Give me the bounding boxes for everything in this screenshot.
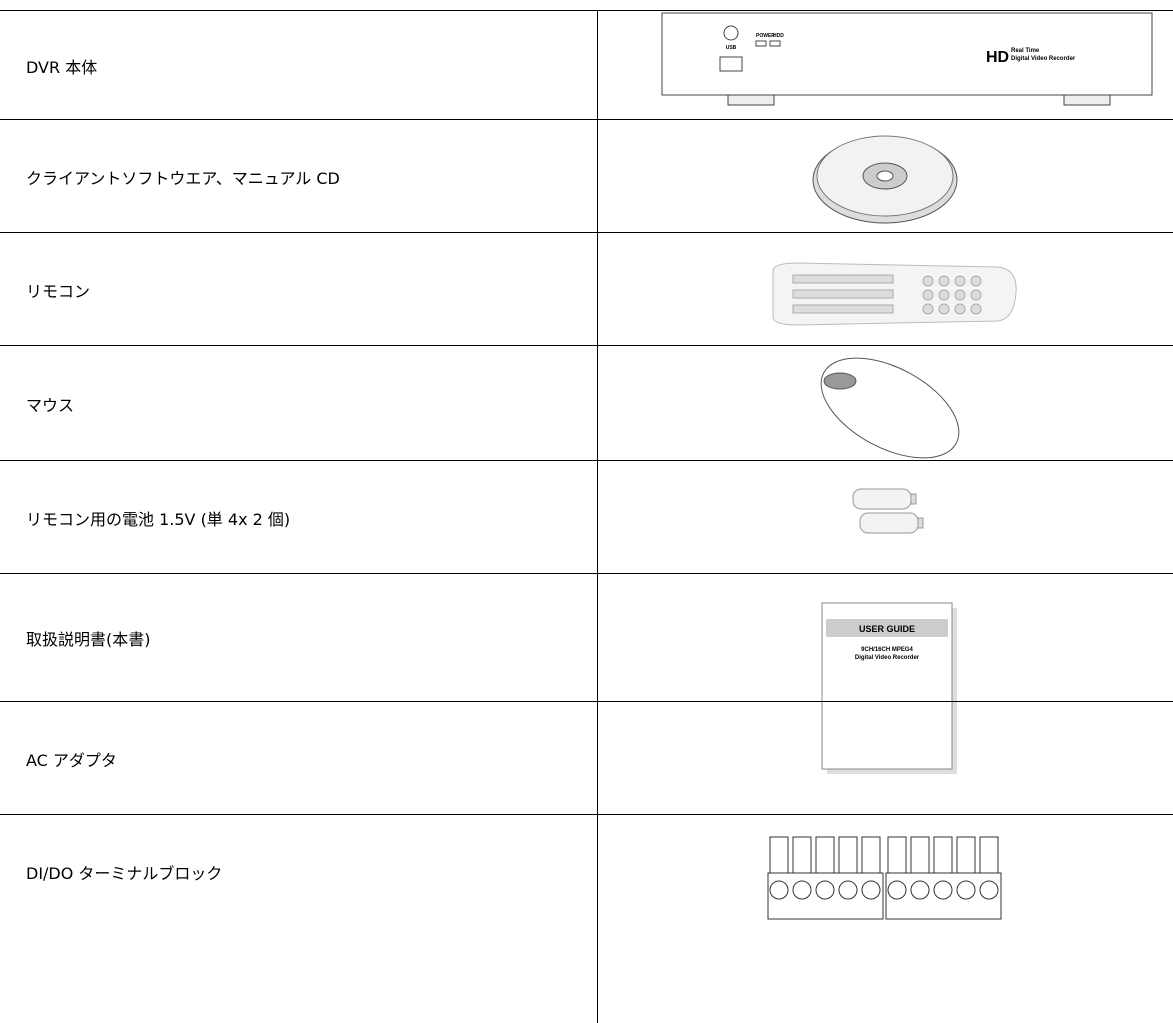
item-label: DVR 本体 (26, 57, 98, 77)
dvr-text: HD (986, 49, 1009, 66)
row: リモコン用の電池 1.5V (単 4x 2 個) (0, 460, 1173, 574)
dvr-text: Real Time (1011, 48, 1040, 54)
remote-buttons (792, 274, 982, 315)
mouse (820, 357, 960, 459)
row: マウス (0, 345, 1173, 461)
item-label: クライアントソフトウエア、マニュアル CD (26, 168, 340, 188)
manual-title: USER GUIDE (859, 624, 915, 634)
dvr-text: HDD (773, 33, 784, 39)
dvr-text: Digital Video Recorder (1011, 56, 1076, 62)
dvr-image: USB POWER HDD HD Real Time Digital Video… (661, 12, 1153, 106)
terminal-block (767, 836, 1002, 920)
manual-text: 9CH/16CH MPEG4 (861, 647, 913, 653)
mouse-image (820, 357, 960, 459)
cd-hole (876, 170, 894, 182)
column-divider (597, 10, 598, 1023)
row: DI/DO ターミナルブロック (0, 814, 1173, 929)
row: リモコン (0, 232, 1173, 346)
manual-text: Digital Video Recorder (855, 655, 920, 661)
item-label: マウス (26, 395, 75, 415)
dvr-usb (719, 56, 743, 72)
item-label: 取扱説明書(本書) (26, 630, 151, 649)
dvr-foot (727, 94, 775, 106)
battery-tip (910, 493, 917, 505)
terminal-image (767, 836, 1002, 920)
battery (852, 488, 912, 510)
item-label: DI/DO ターミナルブロック (26, 864, 223, 883)
item-label: AC アダプタ (26, 750, 117, 770)
dvr-foot (1063, 94, 1111, 106)
row: DVR 本体 USB POWER HDD HD Real Time Digita… (0, 10, 1173, 120)
dvr-text: USB (726, 45, 737, 51)
row: AC アダプタ (0, 701, 1173, 815)
row: クライアントソフトウエア、マニュアル CD (0, 119, 1173, 233)
dvr-text: POWER (756, 33, 775, 39)
dvr-led (755, 40, 767, 47)
battery-image (852, 488, 924, 534)
item-label: リモコン (26, 281, 91, 301)
cd-image (812, 135, 958, 224)
item-label: リモコン用の電池 1.5V (単 4x 2 個) (26, 509, 291, 529)
dvr-led (769, 40, 781, 47)
manual-image: USER GUIDE 9CH/16CH MPEG4 Digital Video … (821, 602, 957, 774)
manual-band (826, 619, 948, 637)
mouse-wheel (823, 372, 857, 390)
battery (859, 512, 919, 534)
battery-tip (917, 517, 924, 529)
dvr-body (661, 12, 1153, 96)
dvr-button (723, 25, 739, 41)
remote-image (772, 262, 1017, 326)
row: 取扱説明書(本書) USER GUIDE 9CH/16CH MPEG4 Digi… (0, 573, 1173, 774)
